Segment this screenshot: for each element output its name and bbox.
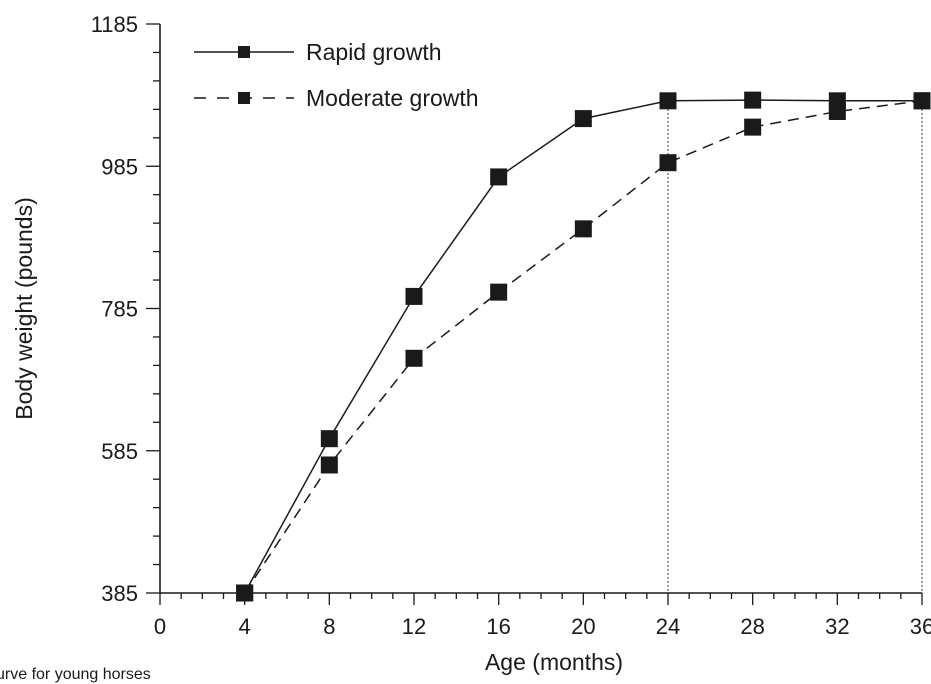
legend: Rapid growth Moderate growth [194,39,479,111]
data-point [574,110,592,128]
legend-marker [238,92,250,104]
data-point [659,92,677,110]
x-tick-label: 16 [486,614,510,639]
data-point [574,220,592,238]
x-tick-label: 24 [656,614,680,639]
x-tick-label: 4 [239,614,251,639]
y-tick-label: 985 [101,154,138,179]
data-point [490,168,508,186]
data-point [236,584,254,602]
series-line-moderate-growth [244,100,923,594]
data-point [405,287,423,305]
y-tick-label: 385 [101,581,138,606]
x-tick-label: 0 [154,614,166,639]
legend-label: Rapid growth [306,39,442,65]
data-point [490,283,508,301]
legend-marker [238,46,250,58]
x-tick-label: 28 [740,614,764,639]
data-point [913,92,931,110]
y-tick-label: 585 [101,439,138,464]
data-point [320,430,338,448]
x-tick-label: 20 [571,614,595,639]
y-tick-label: 785 [101,297,138,322]
x-axis-title: Age (months) [485,649,623,675]
y-axis-title: Body weight (pounds) [11,197,37,419]
data-point [405,349,423,367]
data-point [744,91,762,109]
caption-fragment: curve for young horses [0,666,151,683]
series-lines [244,99,923,594]
x-tick-label: 36 [910,614,931,639]
x-tick-label: 12 [402,614,426,639]
x-tick-label: 8 [323,614,335,639]
legend-label: Moderate growth [306,85,479,111]
x-tick-label: 32 [825,614,849,639]
data-markers [236,91,931,602]
data-point [744,118,762,136]
data-point [828,102,846,120]
y-tick-label: 1185 [91,12,138,37]
tick-labels: 385 585 785 985 1185 0 4 8 12 16 20 24 28 32 36 [91,12,931,639]
axes [146,23,923,605]
data-point [320,456,338,474]
data-point [659,154,677,172]
reference-lines [667,100,923,593]
series-line-rapid-growth [244,99,922,594]
